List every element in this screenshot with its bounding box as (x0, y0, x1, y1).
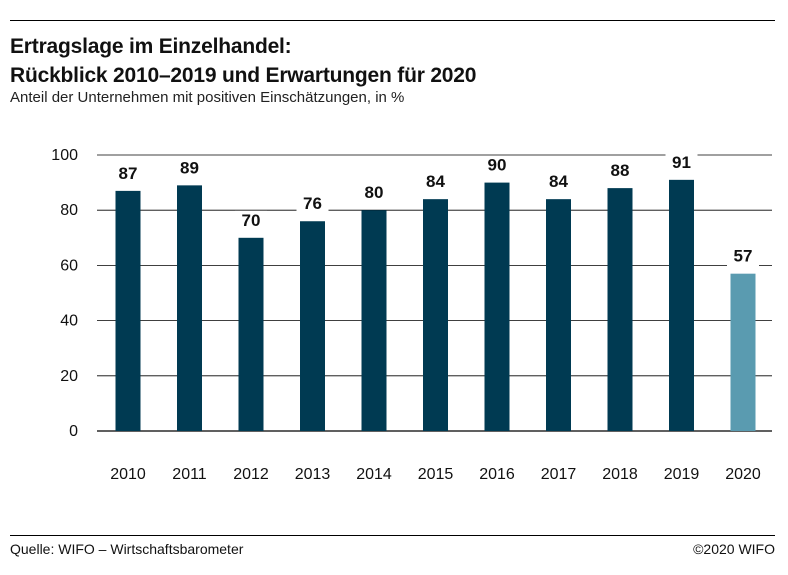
bottom-rule (10, 535, 775, 536)
data-label-backdrop (604, 161, 636, 182)
x-tick-label: 2010 (110, 466, 146, 483)
data-label-2015: 84 (426, 172, 445, 191)
bars (115, 179, 756, 431)
chart-subtitle: Anteil der Unternehmen mit positiven Ein… (10, 89, 405, 106)
x-tick-label: 2016 (479, 466, 515, 483)
x-tick-label: 2019 (664, 466, 700, 483)
data-label-backdrop (542, 172, 575, 193)
data-label-2017: 84 (549, 172, 568, 191)
data-label-backdrop (235, 210, 267, 231)
data-label-2020: 57 (734, 247, 753, 266)
data-label-2010: 87 (119, 164, 138, 183)
y-tick-label: 40 (60, 313, 78, 330)
y-tick-label: 100 (51, 147, 78, 164)
bar-2015 (423, 199, 448, 431)
y-tick-label: 60 (60, 257, 78, 274)
bar-2019 (669, 179, 694, 431)
x-tick-label: 2017 (541, 466, 577, 483)
title-line-1: Ertragslage im Einzelhandel: (10, 35, 292, 58)
data-label-backdrop (112, 163, 144, 184)
y-axis: 0 20 40 60 80 100 (51, 147, 78, 440)
bar-2018 (607, 188, 633, 431)
title-line-2: Rückblick 2010–2019 und Erwartungen für … (10, 64, 477, 87)
x-tick-label: 2018 (602, 466, 638, 483)
x-tick-label: 2013 (295, 466, 331, 483)
y-tick-label: 80 (60, 202, 78, 219)
x-tick-label: 2014 (356, 466, 392, 483)
y-tick-label: 0 (69, 423, 78, 440)
bar-2011 (177, 185, 202, 431)
data-label-backdrop (358, 183, 390, 204)
x-tick-label: 2015 (418, 466, 454, 483)
top-rule (10, 20, 775, 21)
copyright-note: ©2020 WIFO (693, 541, 775, 557)
chart-title: Ertragslage im Einzelhandel: Rückblick 2… (10, 32, 476, 90)
data-labels: 87 89 70 76 80 84 90 84 88 91 57 (112, 152, 759, 267)
data-label-2011: 89 (180, 158, 199, 177)
x-tick-label: 2012 (233, 466, 269, 483)
data-label-backdrop (296, 194, 329, 215)
data-label-2016: 90 (488, 156, 507, 175)
bar-2017 (546, 199, 571, 431)
data-label-2014: 80 (365, 183, 384, 202)
bar-2020 (730, 273, 756, 431)
data-label-backdrop (173, 158, 206, 179)
bar-2010 (115, 190, 141, 431)
data-label-2018: 88 (611, 161, 630, 180)
x-tick-label: 2020 (725, 466, 761, 483)
bar-2016 (484, 182, 510, 431)
bar-2014 (361, 210, 387, 431)
data-label-backdrop (727, 246, 759, 267)
data-label-2013: 76 (303, 194, 322, 213)
data-label-backdrop (665, 152, 698, 173)
data-label-2019: 91 (672, 153, 691, 172)
data-label-2012: 70 (242, 211, 261, 230)
y-tick-label: 20 (60, 368, 78, 385)
data-label-backdrop (481, 155, 513, 176)
bar-2012 (238, 237, 264, 431)
data-label-backdrop (419, 172, 452, 193)
bar-2013 (300, 221, 325, 431)
source-note: Quelle: WIFO – Wirtschaftsbarometer (10, 541, 244, 557)
x-tick-label: 2011 (172, 466, 207, 483)
x-axis: 2010 2011 2012 2013 2014 2015 2016 2017 2018 2019… (110, 466, 761, 483)
